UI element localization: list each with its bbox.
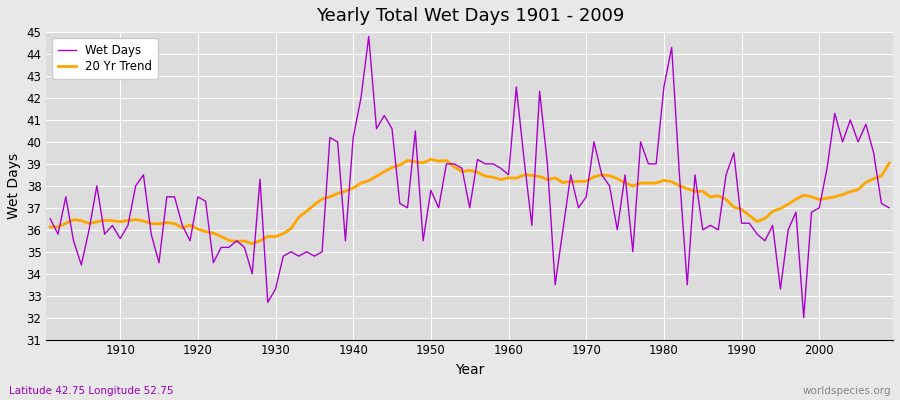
Wet Days [107,223,118,228]
Wet Days [511,84,522,89]
20 Yr Trend [45,224,56,229]
Wet Days [798,315,809,320]
20 Yr Trend [511,176,522,180]
Wet Days [604,184,615,188]
20 Yr Trend [107,218,118,223]
X-axis label: Year: Year [455,363,484,377]
Line: Wet Days: Wet Days [50,36,889,318]
Wet Days [364,34,374,39]
Y-axis label: Wet Days: Wet Days [7,153,21,219]
Line: 20 Yr Trend: 20 Yr Trend [50,159,889,244]
Wet Days [325,135,336,140]
Wet Days [884,206,895,210]
Text: worldspecies.org: worldspecies.org [803,386,891,396]
20 Yr Trend [518,172,529,177]
20 Yr Trend [426,157,436,162]
20 Yr Trend [247,241,257,246]
Wet Days [45,216,56,221]
Wet Days [278,254,289,258]
Wet Days [503,172,514,177]
20 Yr Trend [884,161,895,166]
20 Yr Trend [285,226,296,231]
Legend: Wet Days, 20 Yr Trend: Wet Days, 20 Yr Trend [52,38,158,79]
20 Yr Trend [332,191,343,196]
Title: Yearly Total Wet Days 1901 - 2009: Yearly Total Wet Days 1901 - 2009 [316,7,624,25]
20 Yr Trend [612,176,623,181]
Text: Latitude 42.75 Longitude 52.75: Latitude 42.75 Longitude 52.75 [9,386,174,396]
